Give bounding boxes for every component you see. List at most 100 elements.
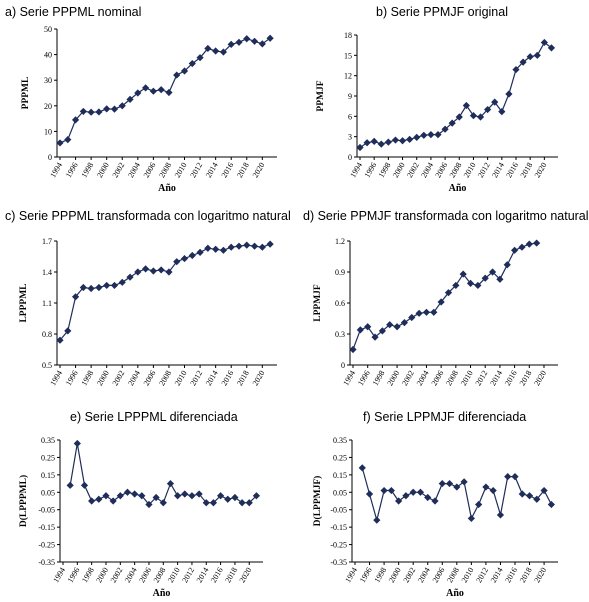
chart-0-data-point [79,107,87,116]
chart-0-y-tick-label: 40 [44,51,52,60]
chart-4-x-axis-label: Año [153,588,171,599]
chart-1-x-axis-label: Año [449,183,467,194]
chart-1-data-point [476,113,485,121]
chart-0-data-point [71,116,80,124]
chart-1-data-point [547,44,556,52]
chart-0-y-tick-label: 50 [44,25,52,34]
chart-2-x-tick-label: 2002 [111,369,127,387]
chart-4-data-point [217,492,225,500]
chart-2-x-tick-label: 2016 [220,369,236,387]
chart-0-x-tick-label: 1994 [48,161,64,179]
chart-0-x-tick-label: 2004 [126,161,142,179]
chart-4-data-point [88,497,96,505]
chart-0-data-point [180,67,189,75]
chart-2-y-tick-label: 0.8 [42,330,52,339]
chart-1-x-tick-label: 2004 [419,161,435,179]
chart-0-y-tick-label: 30 [44,76,52,85]
chart-5-data-point [475,500,483,509]
chart-4-y-tick-label: -0.25 [38,541,55,550]
chart-3-data-point [430,308,438,316]
chart-5-x-tick-label: 2018 [518,566,534,584]
chart-2-data-point [188,251,196,260]
chart-1-data-point [448,119,456,127]
chart-4-x-tick-label: 1996 [66,566,82,584]
chart-0-data-point [196,54,204,62]
chart-1-y-tick-label: 9 [348,92,352,101]
chart-0-data-point [56,139,64,147]
chart-0-x-tick-label: 2020 [251,161,267,179]
chart-0-data-point [64,135,72,144]
chart-3-x-tick-label: 2004 [415,369,431,387]
chart-0-data-point [266,34,274,42]
chart-2-series-line [59,243,271,341]
chart-0-data-point [235,38,243,46]
chart-5-data-point [540,486,548,495]
chart-3-data-point [452,281,460,290]
chart-2-data-point [134,268,142,276]
chart-3-data-point [371,333,379,341]
chart-5-y-tick-label: 0.15 [333,471,347,480]
chart-3-data-point [496,275,504,283]
chart-0-x-tick-label: 2016 [220,161,236,179]
chart-2-data-point [196,248,204,256]
chart-2-x-tick-label: 2012 [188,369,204,387]
chart-3-x-tick-label: 2002 [400,369,416,387]
chart-5-data-point [453,483,461,491]
chart-3-y-tick-label: 1.2 [335,237,345,246]
chart-5-data-point [395,497,403,505]
chart-1-x-tick-label: 1994 [348,161,364,179]
chart-0-data-point [243,35,251,43]
chart-3-data-point [378,327,386,335]
chart-5-data-point [416,488,425,496]
chart-5-x-tick-label: 1996 [358,566,374,584]
chart-3-data-point [466,279,475,287]
chart-3-y-axis-label: LPPMJF [313,284,323,322]
chart-2-y-tick-label: 1.4 [42,268,52,277]
chart-0-x-tick-label: 1998 [79,161,95,179]
chart-4-data-point [95,495,103,503]
chart-2-x-tick-label: 2010 [173,369,189,387]
chart-5-data-point [533,495,541,503]
chart-5-data-point [387,486,395,495]
chart-1-y-tick-label: 15 [344,51,352,60]
chart-2-x-tick-label: 2018 [235,369,251,387]
chart-2-data-point [95,283,103,292]
chart-2-data-point [110,281,119,290]
chart-3-x-tick-label: 1996 [356,369,372,387]
chart-1-y-axis-label: PPMJF [316,80,326,111]
chart-5-data-point [438,479,446,488]
chart-1-title: b) Serie PPMJF original [376,5,508,19]
chart-0-title: a) Serie PPPML nominal [5,5,141,19]
chart-4-x-tick-label: 2008 [152,566,168,584]
chart-0-y-tick-label: 10 [44,127,52,136]
chart-4-x-tick-label: 2018 [223,566,239,584]
chart-1-data-point [370,137,378,146]
chart-1-data-point [469,112,478,120]
chart-0-series-line [59,37,271,144]
chart-3-data-point [511,246,519,254]
chart-5-y-tick-label: 0.25 [333,453,347,462]
chart-2-data-point [71,293,80,301]
chart-0-data-point [219,48,228,56]
chart-3: d) Serie PPMJF transformada con logaritm… [303,209,589,387]
chart-2-data-point [87,284,95,293]
chart-5-data-point [445,479,454,488]
chart-4-y-axis-label: D(LPPPML) [18,475,29,527]
chart-0-data-point [250,37,259,45]
chart-2-data-point [103,281,111,290]
chart-2-data-point [266,240,274,248]
chart-5-x-tick-label: 2010 [460,566,476,584]
chart-3-y-tick-label: 0 [341,361,345,370]
chart-3-x-tick-label: 2014 [488,369,504,387]
chart-5-x-tick-label: 2000 [387,566,403,584]
chart-3-data-point [503,261,511,269]
chart-4-data-point [209,499,218,507]
chart-0-data-point [188,59,196,68]
chart-1-data-point [391,136,400,144]
chart-1-y-tick-label: 0 [348,153,352,162]
chart-3-data-point [386,321,394,329]
chart-0-x-tick-label: 2008 [157,161,173,179]
chart-4-data-point [202,499,210,507]
chart-5-data-point [525,492,534,500]
